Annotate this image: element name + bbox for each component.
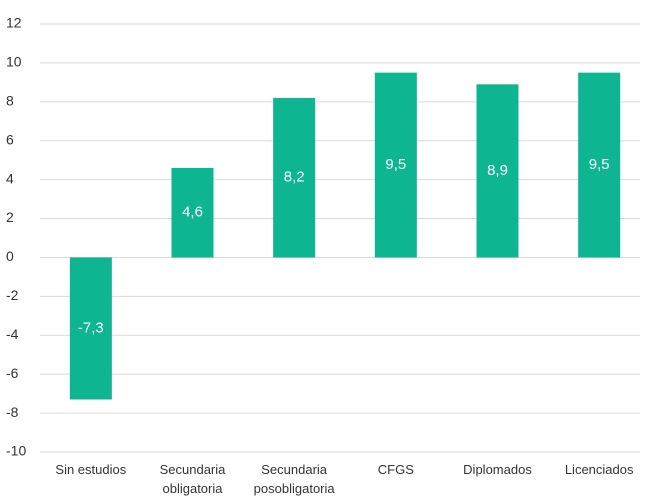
bar: [578, 72, 621, 258]
data-label: 4,6: [182, 204, 203, 221]
y-tick-label: 4: [6, 170, 14, 186]
y-tick-label: -6: [6, 365, 19, 381]
x-tick-label: Secundaria posobligatoria: [253, 462, 335, 496]
data-label: -7,3: [78, 319, 104, 336]
y-tick-label: -4: [6, 326, 19, 342]
y-tick-label: -2: [6, 287, 19, 303]
bar: [171, 167, 214, 258]
x-tick-label: CFGS: [377, 462, 414, 477]
bar: [273, 97, 316, 258]
x-tick-label: Secundaria obligatoria: [159, 462, 226, 496]
y-tick-label: 12: [6, 15, 22, 31]
y-tick-label: 2: [6, 209, 14, 225]
data-label: 9,5: [385, 156, 406, 173]
y-tick-label: 8: [6, 93, 14, 109]
data-label: 9,5: [589, 156, 610, 173]
y-tick-label: 6: [6, 131, 14, 147]
x-tick-label: Sin estudios: [55, 462, 127, 477]
data-label: 8,9: [487, 162, 508, 179]
y-tick-label: -10: [6, 443, 26, 459]
data-label: 8,2: [284, 169, 305, 186]
bar: [69, 257, 112, 400]
x-tick-label: Licenciados: [564, 462, 634, 477]
bar: [476, 84, 519, 258]
y-tick-label: -8: [6, 404, 19, 420]
bar: [374, 72, 417, 258]
x-tick-label: Diplomados: [463, 462, 532, 477]
y-tick-label: 0: [6, 248, 14, 264]
y-tick-label: 10: [6, 54, 22, 70]
